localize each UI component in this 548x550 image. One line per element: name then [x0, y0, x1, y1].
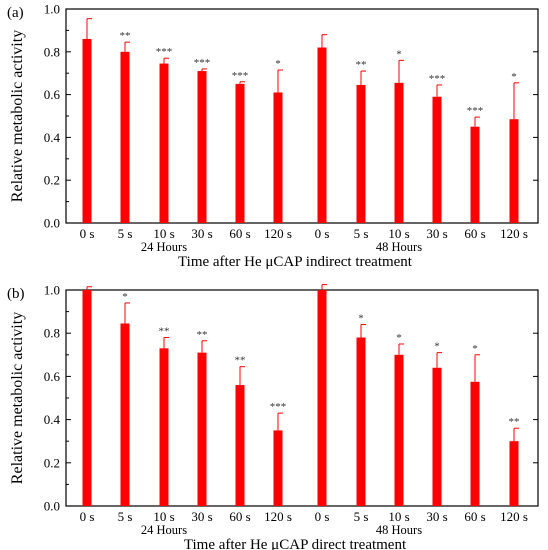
- bar: [509, 119, 519, 223]
- x-axis-title: Time after He μCAP indirect treatment: [178, 254, 413, 270]
- significance-label: ***: [467, 105, 484, 117]
- y-tick-label: 0.2: [44, 173, 60, 188]
- x-tick-label: 30 s: [191, 509, 212, 524]
- x-tick-label: 120 s: [500, 509, 528, 524]
- bar: [197, 71, 207, 223]
- bar: [356, 337, 366, 506]
- significance-label: *: [434, 341, 440, 353]
- bar: [432, 96, 442, 223]
- x-tick-label: 120 s: [264, 226, 292, 241]
- significance-label: **: [120, 30, 131, 42]
- significance-label: *: [275, 58, 281, 70]
- bar: [197, 352, 207, 506]
- y-tick-label: 0.4: [44, 412, 61, 427]
- bar: [394, 82, 404, 223]
- significance-label: **: [159, 326, 170, 338]
- group-label: 48 Hours: [376, 523, 422, 537]
- x-tick-label: 60 s: [464, 226, 485, 241]
- x-tick-label: 0 s: [80, 226, 95, 241]
- y-tick-label: 0.8: [44, 44, 60, 59]
- significance-label: ***: [232, 70, 249, 82]
- bar: [235, 83, 245, 224]
- group-label: 24 Hours: [141, 240, 187, 254]
- x-tick-label: 120 s: [500, 226, 528, 241]
- y-axis-title: Relative metabolic activity: [9, 312, 26, 484]
- bar: [317, 47, 327, 223]
- significance-label: *: [511, 71, 517, 83]
- x-tick-label: 5 s: [354, 226, 369, 241]
- chart-panel-b: 0.00.20.40.60.81.00 s*5 s**10 s**30 s**6…: [7, 283, 539, 550]
- bar: [273, 92, 283, 224]
- chart-panel-a: 0.00.20.40.60.81.00 s**5 s***10 s***30 s…: [7, 2, 539, 270]
- group-label: 48 Hours: [376, 240, 422, 254]
- x-tick-label: 0 s: [315, 226, 330, 241]
- y-tick-label: 0.4: [44, 130, 61, 145]
- significance-label: *: [396, 48, 402, 60]
- x-tick-label: 30 s: [426, 226, 447, 241]
- bar: [509, 441, 519, 506]
- bar: [159, 63, 169, 223]
- significance-label: *: [396, 332, 402, 344]
- significance-label: *: [358, 313, 364, 325]
- group-label: 24 Hours: [141, 523, 187, 537]
- significance-label: ***: [429, 73, 446, 85]
- x-tick-label: 60 s: [464, 509, 485, 524]
- significance-label: **: [509, 416, 520, 428]
- x-tick-label: 120 s: [264, 509, 292, 524]
- x-tick-label: 5 s: [118, 226, 133, 241]
- panel-label: (b): [7, 286, 25, 302]
- bar: [317, 290, 327, 506]
- bar: [273, 430, 283, 506]
- x-tick-label: 10 s: [153, 509, 174, 524]
- bar: [394, 354, 404, 506]
- y-tick-label: 0.0: [44, 499, 60, 514]
- bar: [356, 84, 366, 223]
- x-tick-label: 60 s: [229, 509, 250, 524]
- y-tick-label: 0.2: [44, 455, 60, 470]
- significance-label: ***: [156, 46, 173, 58]
- significance-label: ***: [194, 57, 211, 69]
- significance-label: *: [122, 291, 128, 303]
- x-tick-label: 5 s: [354, 509, 369, 524]
- significance-label: **: [235, 355, 246, 367]
- x-tick-label: 30 s: [191, 226, 212, 241]
- significance-label: **: [197, 329, 208, 341]
- y-tick-label: 1.0: [44, 283, 60, 298]
- bar: [235, 385, 245, 506]
- bar: [82, 290, 92, 506]
- y-axis-title: Relative metabolic activity: [9, 30, 26, 202]
- bar: [120, 51, 130, 223]
- x-tick-label: 10 s: [388, 509, 409, 524]
- panel-label: (a): [7, 5, 24, 21]
- bar: [432, 367, 442, 506]
- significance-label: ***: [270, 401, 287, 413]
- bar: [82, 38, 92, 224]
- bar: [120, 323, 130, 506]
- y-tick-label: 0.6: [44, 369, 61, 384]
- y-tick-label: 1.0: [44, 2, 60, 17]
- y-tick-label: 0.8: [44, 326, 60, 341]
- bar: [470, 126, 480, 223]
- bar: [159, 348, 169, 506]
- plot-frame: [65, 289, 539, 507]
- significance-label: *: [472, 343, 478, 355]
- x-tick-label: 60 s: [229, 226, 250, 241]
- x-tick-label: 10 s: [153, 226, 174, 241]
- y-tick-label: 0.0: [44, 216, 60, 231]
- x-tick-label: 10 s: [388, 226, 409, 241]
- x-tick-label: 30 s: [426, 509, 447, 524]
- x-tick-label: 0 s: [315, 509, 330, 524]
- x-tick-label: 0 s: [80, 509, 95, 524]
- x-axis-title: Time after He μCAP direct treatment: [184, 537, 407, 550]
- bar: [470, 381, 480, 506]
- x-tick-label: 5 s: [118, 509, 133, 524]
- y-tick-label: 0.6: [44, 87, 61, 102]
- significance-label: **: [356, 59, 367, 71]
